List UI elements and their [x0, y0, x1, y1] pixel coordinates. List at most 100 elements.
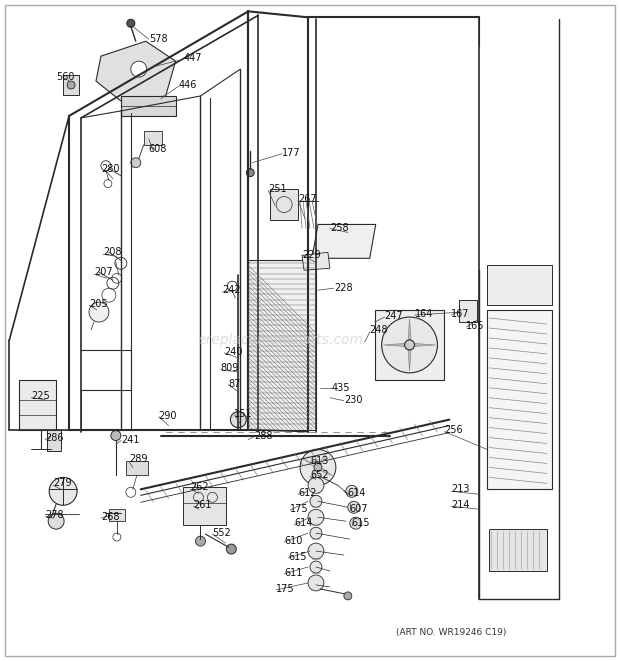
Circle shape	[195, 536, 205, 546]
Text: 615: 615	[288, 552, 307, 562]
Polygon shape	[319, 453, 326, 465]
Bar	[374, 310, 445, 380]
Text: 608: 608	[149, 143, 167, 154]
Bar	[489, 529, 547, 571]
Bar	[459, 300, 477, 322]
Circle shape	[310, 561, 322, 573]
Polygon shape	[19, 380, 56, 430]
Circle shape	[314, 463, 322, 471]
Text: 560: 560	[56, 72, 74, 82]
Text: 251: 251	[268, 184, 287, 194]
Polygon shape	[309, 470, 317, 482]
Circle shape	[67, 81, 75, 89]
Circle shape	[382, 317, 438, 373]
Text: 165: 165	[466, 321, 485, 331]
Polygon shape	[96, 41, 175, 101]
Bar	[63, 75, 79, 95]
Text: 213: 213	[451, 485, 470, 494]
Circle shape	[226, 544, 236, 554]
Circle shape	[308, 575, 324, 591]
Text: 615: 615	[352, 518, 370, 528]
Text: 268: 268	[101, 512, 120, 522]
Circle shape	[308, 477, 324, 493]
Circle shape	[344, 592, 352, 600]
Text: 228: 228	[334, 283, 353, 293]
Text: 446: 446	[179, 80, 197, 90]
Circle shape	[300, 449, 336, 485]
Text: 261: 261	[193, 500, 212, 510]
Text: 247: 247	[384, 311, 403, 321]
Text: 164: 164	[415, 309, 433, 319]
Circle shape	[48, 513, 64, 529]
Text: 167: 167	[451, 309, 470, 319]
Text: 241: 241	[121, 434, 140, 445]
Text: 175: 175	[276, 584, 294, 594]
Text: 207: 207	[94, 267, 113, 277]
Text: 225: 225	[31, 391, 50, 401]
Polygon shape	[384, 344, 405, 346]
Bar	[487, 265, 552, 305]
Circle shape	[310, 527, 322, 539]
Polygon shape	[302, 253, 330, 270]
Text: 286: 286	[45, 432, 64, 443]
Circle shape	[310, 495, 322, 507]
Text: 256: 256	[445, 424, 463, 434]
Circle shape	[405, 340, 415, 350]
Text: 613: 613	[310, 457, 329, 467]
Circle shape	[127, 19, 135, 27]
Text: 208: 208	[103, 247, 122, 257]
Circle shape	[231, 412, 246, 428]
Text: 290: 290	[159, 410, 177, 420]
Polygon shape	[321, 468, 332, 476]
Text: (ART NO. WR19246 C19): (ART NO. WR19246 C19)	[396, 628, 507, 637]
Text: 278: 278	[45, 510, 64, 520]
Text: 267: 267	[298, 194, 317, 204]
Bar	[126, 461, 148, 475]
Text: 240: 240	[224, 347, 243, 357]
Text: 279: 279	[53, 479, 72, 488]
Text: 614: 614	[294, 518, 312, 528]
Text: 288: 288	[254, 430, 273, 441]
Text: 262: 262	[190, 483, 209, 492]
Circle shape	[89, 302, 109, 322]
Text: 242: 242	[223, 285, 241, 295]
Text: 447: 447	[184, 53, 202, 63]
Circle shape	[131, 158, 141, 168]
Text: 607: 607	[350, 504, 368, 514]
Text: 230: 230	[344, 395, 362, 405]
Text: 205: 205	[89, 299, 108, 309]
Bar	[144, 131, 162, 145]
Text: 214: 214	[451, 500, 470, 510]
Polygon shape	[303, 459, 316, 467]
Text: 435: 435	[332, 383, 350, 393]
Bar	[182, 487, 226, 525]
Polygon shape	[414, 344, 435, 346]
Text: 612: 612	[298, 488, 317, 498]
Text: 175: 175	[290, 504, 309, 514]
Text: ereplacementparts.com: ereplacementparts.com	[197, 333, 363, 347]
Text: 552: 552	[213, 528, 231, 538]
Text: 652: 652	[310, 471, 329, 481]
Text: 248: 248	[370, 325, 388, 335]
Polygon shape	[408, 350, 411, 371]
Polygon shape	[408, 319, 411, 340]
Circle shape	[111, 430, 121, 440]
Text: 578: 578	[149, 34, 167, 44]
Polygon shape	[248, 260, 316, 430]
Text: 151: 151	[234, 408, 253, 418]
Circle shape	[308, 543, 324, 559]
Circle shape	[246, 169, 254, 176]
Text: 258: 258	[330, 223, 348, 233]
Bar	[47, 430, 61, 451]
Circle shape	[131, 61, 147, 77]
Bar	[487, 310, 552, 489]
Circle shape	[348, 501, 360, 513]
Text: 611: 611	[284, 568, 303, 578]
Text: 610: 610	[284, 536, 303, 546]
Circle shape	[346, 485, 358, 497]
Text: 177: 177	[282, 148, 301, 158]
Polygon shape	[312, 225, 376, 258]
Text: 229: 229	[302, 251, 321, 260]
Text: 289: 289	[129, 455, 148, 465]
Circle shape	[49, 477, 77, 505]
